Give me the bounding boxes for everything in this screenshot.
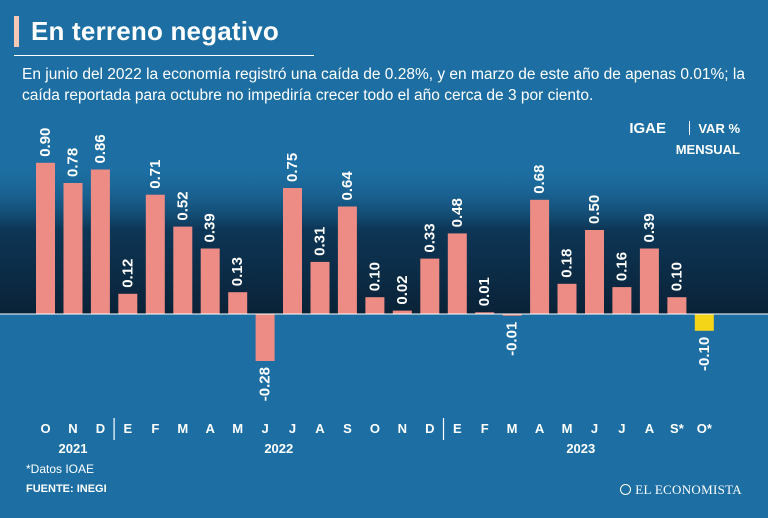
bar-12 xyxy=(365,297,385,314)
bar-21 xyxy=(612,287,632,314)
bar-8 xyxy=(255,314,275,361)
year-label-2022: 2022 xyxy=(264,441,293,456)
bar-23 xyxy=(667,297,687,314)
value-label-3: 0.12 xyxy=(119,259,136,288)
month-tick-label: M xyxy=(507,421,518,436)
month-tick-label: J xyxy=(618,421,625,436)
value-label-4: 0.71 xyxy=(147,159,164,188)
value-label-9: 0.75 xyxy=(284,153,301,182)
bar-18 xyxy=(530,199,550,314)
month-tick-label: F xyxy=(151,421,159,436)
month-tick-label: F xyxy=(481,421,489,436)
bar-16 xyxy=(475,312,495,314)
month-tick-label: M xyxy=(562,421,573,436)
value-label-22: 0.39 xyxy=(641,213,658,242)
indicator-label: IGAE xyxy=(629,120,666,137)
brand-name: EL ECONOMISTA xyxy=(635,482,742,497)
unit-label: VAR % xyxy=(689,121,740,136)
month-tick-label: E xyxy=(453,421,462,436)
value-label-12: 0.10 xyxy=(366,262,383,291)
month-tick-label: S* xyxy=(670,421,685,436)
month-tick-label: E xyxy=(123,421,132,436)
bar-0 xyxy=(36,162,55,314)
month-tick-label: D xyxy=(96,421,105,436)
brand-logo: EL ECONOMISTA xyxy=(620,482,742,498)
value-label-16: 0.01 xyxy=(476,277,493,306)
unit-line-1: VAR % xyxy=(698,121,740,136)
month-tick-label: D xyxy=(425,421,434,436)
bar-14 xyxy=(420,258,440,314)
bar-9 xyxy=(283,188,302,314)
month-tick-label: M xyxy=(177,421,188,436)
value-label-18: 0.68 xyxy=(531,165,548,194)
bar-13 xyxy=(392,310,412,314)
value-label-10: 0.31 xyxy=(312,227,329,256)
month-tick-label: O xyxy=(370,421,380,436)
bar-22 xyxy=(639,248,659,314)
month-tick-label: A xyxy=(315,421,325,436)
month-tick-label: A xyxy=(645,421,655,436)
title-underline xyxy=(14,55,314,56)
bar-15 xyxy=(447,233,467,314)
month-tick-label: O* xyxy=(697,421,713,436)
month-tick-label: M xyxy=(232,421,243,436)
value-label-23: 0.10 xyxy=(668,262,685,291)
bar-11 xyxy=(337,206,357,314)
value-label-17: -0.01 xyxy=(504,322,521,356)
month-tick-label: J xyxy=(261,421,268,436)
bar-3 xyxy=(118,293,138,314)
source-label: FUENTE: INEGI xyxy=(26,483,107,495)
bar-2 xyxy=(90,169,110,314)
bar-20 xyxy=(585,230,604,314)
year-label-2023: 2023 xyxy=(566,441,595,456)
chart-title: En terreno negativo xyxy=(14,16,279,47)
unit-label-2: MENSUAL xyxy=(675,142,740,157)
value-label-13: 0.02 xyxy=(394,275,411,304)
value-label-2: 0.86 xyxy=(92,134,109,163)
month-tick-label: N xyxy=(398,421,407,436)
bar-6 xyxy=(200,248,220,314)
value-label-6: 0.39 xyxy=(202,213,219,242)
value-label-24: -0.10 xyxy=(696,337,713,371)
value-label-7: 0.13 xyxy=(229,257,246,286)
month-tick-label: N xyxy=(68,421,77,436)
bar-17 xyxy=(502,314,522,316)
month-tick-label: A xyxy=(206,421,216,436)
value-label-20: 0.50 xyxy=(586,195,603,224)
value-label-8: -0.28 xyxy=(257,367,274,401)
month-tick-label: S xyxy=(343,421,352,436)
bar-10 xyxy=(310,261,330,314)
footnote: *Datos IOAE xyxy=(26,462,95,476)
value-label-11: 0.64 xyxy=(339,171,356,201)
year-label-2021: 2021 xyxy=(59,441,88,456)
value-label-15: 0.48 xyxy=(449,198,466,227)
value-label-0: 0.90 xyxy=(37,128,54,157)
bar-1 xyxy=(63,183,83,314)
bar-5 xyxy=(173,226,193,314)
month-tick-label: J xyxy=(289,421,296,436)
value-label-21: 0.16 xyxy=(613,252,630,281)
value-label-14: 0.33 xyxy=(421,223,438,252)
unit-separator xyxy=(689,121,691,135)
value-label-1: 0.78 xyxy=(65,148,82,177)
chart-subtitle: En junio del 2022 la economía registró u… xyxy=(22,66,745,104)
month-tick-label: J xyxy=(591,421,598,436)
bar-4 xyxy=(145,194,165,314)
value-label-19: 0.18 xyxy=(559,249,576,278)
bar-24 xyxy=(694,314,714,331)
month-tick-label: A xyxy=(535,421,545,436)
value-label-5: 0.52 xyxy=(174,191,191,220)
bar-7 xyxy=(228,292,248,314)
month-tick-label: O xyxy=(40,421,50,436)
bar-19 xyxy=(557,283,577,314)
brand-icon xyxy=(620,484,632,495)
